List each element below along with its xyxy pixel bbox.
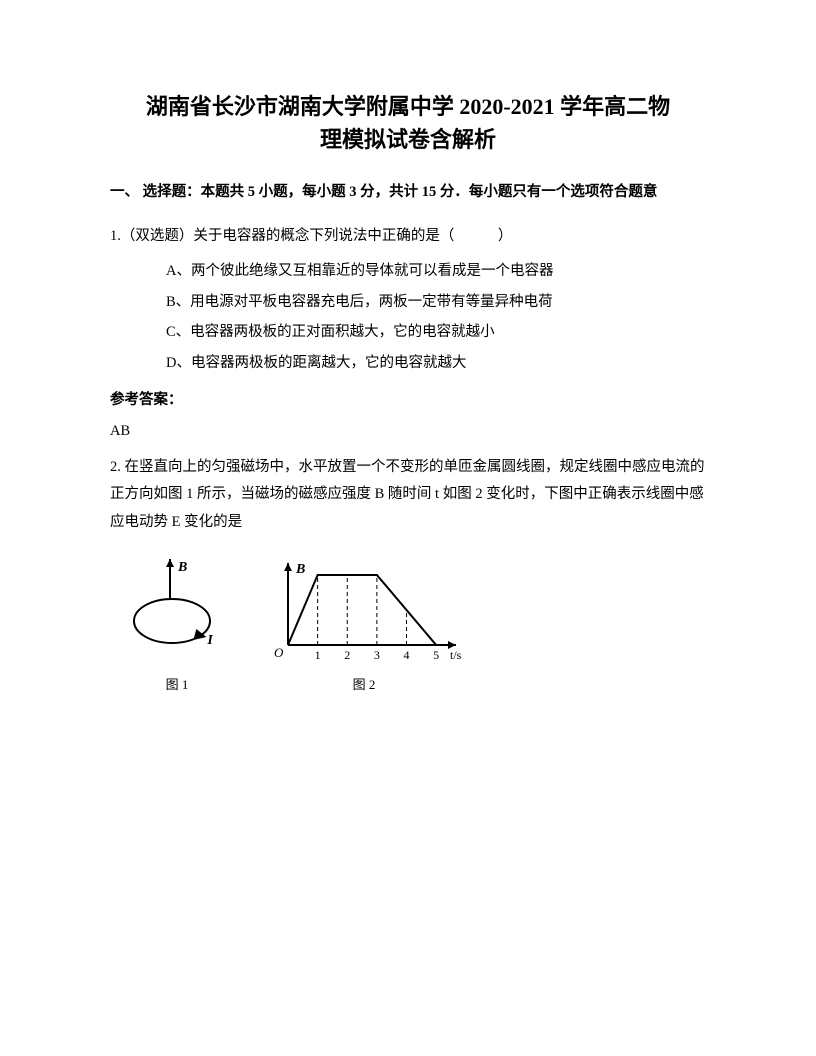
figures-row: BI 图 1 Bt/sO12345 图 2 [110,553,706,693]
title-line2: 理模拟试卷含解析 [320,127,496,152]
svg-text:O: O [274,645,284,660]
svg-text:B: B [295,562,305,577]
svg-text:5: 5 [433,648,439,662]
svg-text:3: 3 [374,648,380,662]
svg-text:4: 4 [404,648,410,662]
svg-text:I: I [206,633,213,648]
svg-text:1: 1 [315,648,321,662]
figure-1: BI 图 1 [122,553,232,693]
q1-option-b: B、用电源对平板电容器充电后，两板一定带有等量异种电荷 [110,287,706,317]
q1-option-c: C、电容器两极板的正对面积越大，它的电容就越小 [110,317,706,347]
svg-text:B: B [177,560,187,575]
figure-2: Bt/s O 1 2 3 4 5 图 2 [264,553,464,693]
svg-text:2: 2 [344,648,350,662]
figure-1-svg: BI [122,553,232,663]
q1-answer: AB [110,423,706,440]
q1-option-a: A、两个彼此绝缘又互相靠近的导体就可以看成是一个电容器 [110,256,706,286]
figure-1-caption: 图 1 [122,674,232,693]
answer-label: 参考答案： [110,388,706,409]
doc-title: 湖南省长沙市湖南大学附属中学 2020-2021 学年高二物 理模拟试卷含解析 [110,90,706,156]
q1-stem: 1.（双选题）关于电容器的概念下列说法中正确的是（ ） [110,223,706,251]
page: 湖南省长沙市湖南大学附属中学 2020-2021 学年高二物 理模拟试卷含解析 … [0,0,816,1056]
q2-stem: 2. 在竖直向上的匀强磁场中，水平放置一个不变形的单匝金属圆线圈，规定线圈中感应… [110,454,706,537]
section-1-heading: 一、 选择题：本题共 5 小题，每小题 3 分，共计 15 分．每小题只有一个选… [110,180,706,205]
svg-text:t/s: t/s [450,648,462,662]
figure-2-caption: 图 2 [264,674,464,693]
figure-2-svg: Bt/s O 1 2 3 4 5 [264,553,464,663]
title-line1: 湖南省长沙市湖南大学附属中学 2020-2021 学年高二物 [146,94,670,119]
q1-option-d: D、电容器两极板的距离越大，它的电容就越大 [110,348,706,378]
